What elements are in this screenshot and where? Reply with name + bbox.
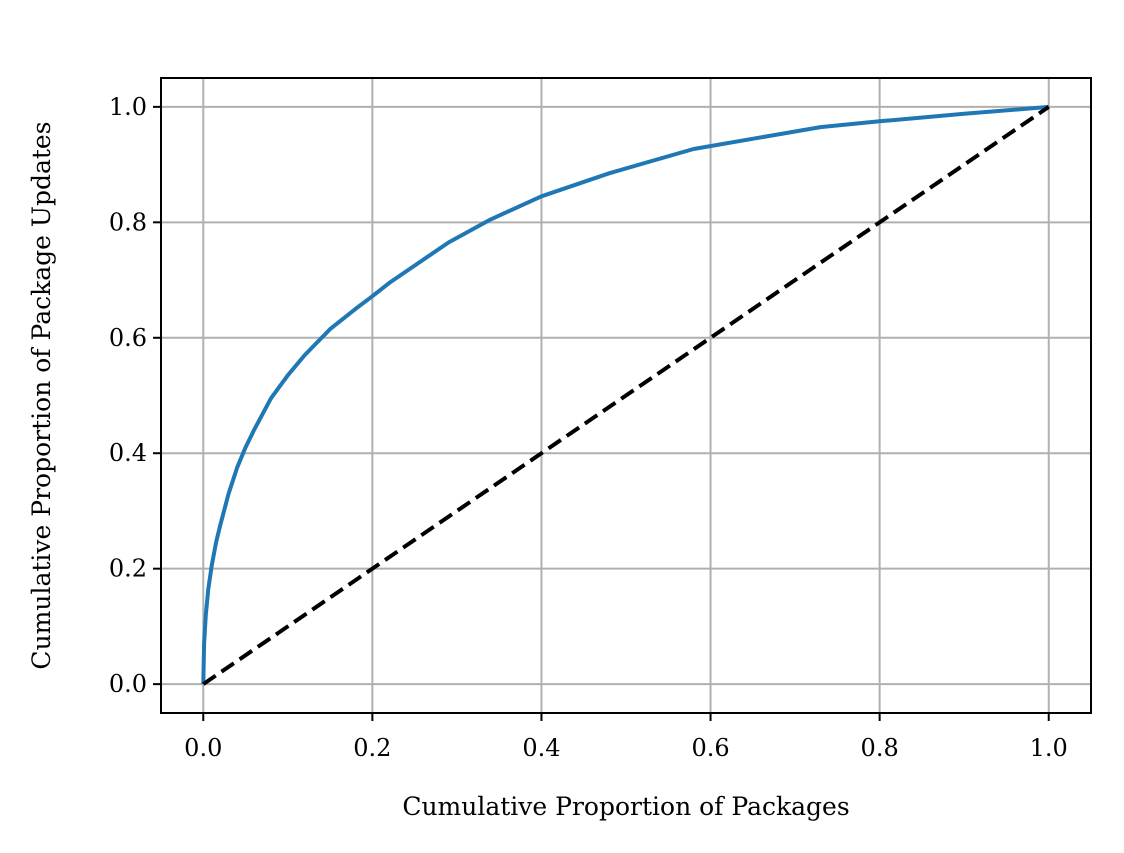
x-axis-label: Cumulative Proportion of Packages — [402, 792, 849, 821]
x-tick-label: 0.0 — [184, 734, 222, 762]
y-tick-label: 0.8 — [109, 208, 147, 236]
axis-ticks: 0.0 0.2 0.4 0.6 0.8 1.0 0.0 0.2 0.4 0.6 0.8 1.0 — [109, 93, 1068, 762]
y-tick-label: 1.0 — [109, 93, 147, 121]
y-tick-label: 0.0 — [109, 670, 147, 698]
y-tick-label: 0.6 — [109, 324, 147, 352]
plot-frame — [160, 77, 1092, 714]
y-axis-label: Cumulative Proportion of Package Updates — [27, 121, 56, 669]
x-tick-label: 0.6 — [691, 734, 729, 762]
x-tick-label: 1.0 — [1030, 734, 1068, 762]
cumulative-curve — [201, 104, 1049, 685]
y-tick-label: 0.2 — [109, 555, 147, 583]
y-tick-label: 0.4 — [109, 439, 147, 467]
diagonal-reference-line — [202, 105, 1050, 686]
x-tick-label: 0.2 — [353, 734, 391, 762]
grid — [161, 78, 1091, 713]
plot-lines — [201, 104, 1050, 686]
x-tick-label: 0.8 — [861, 734, 899, 762]
x-tick-label: 0.4 — [522, 734, 560, 762]
